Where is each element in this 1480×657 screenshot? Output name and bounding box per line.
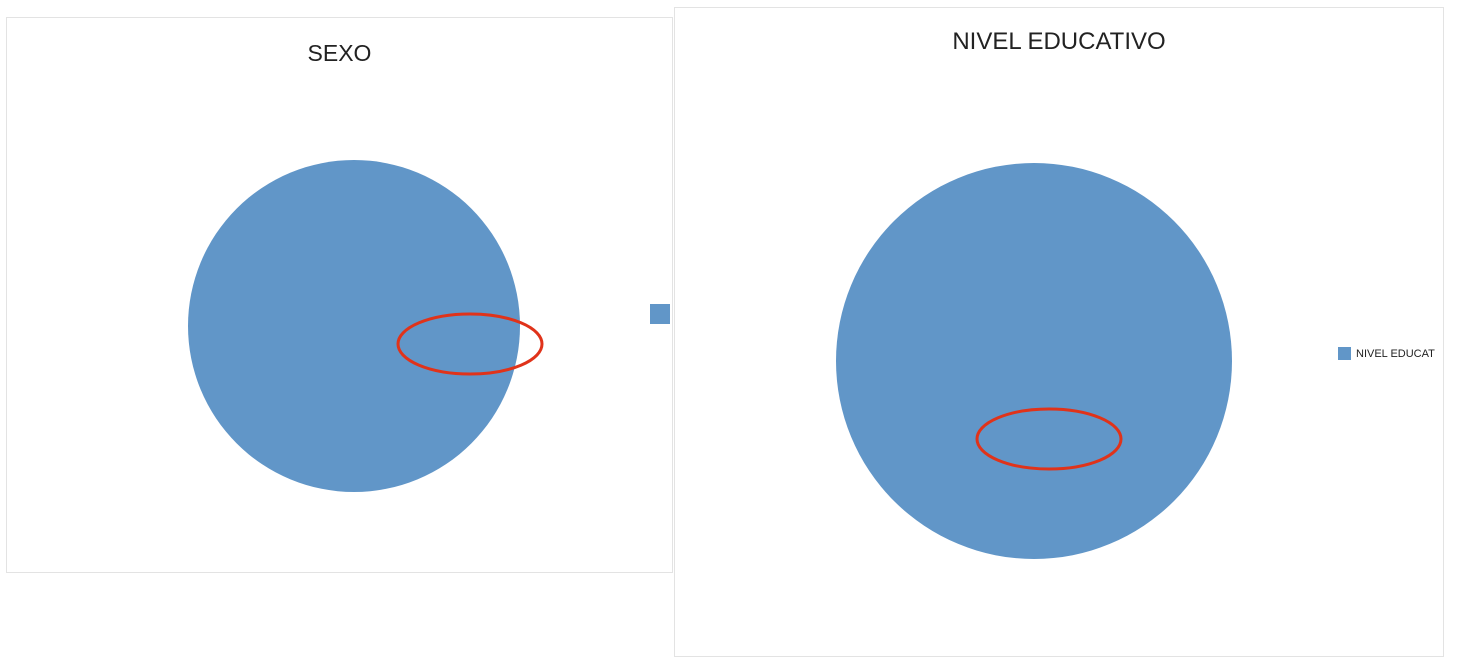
legend-swatch <box>1338 347 1351 360</box>
pie-plot <box>836 163 1232 559</box>
chart-nivel-educativo: NIVEL EDUCATIVO NIVEL EDUCAT <box>674 7 1444 657</box>
chart-sexo: SEXO <box>6 17 673 573</box>
highlight-ellipse <box>396 312 544 376</box>
chart-title: SEXO <box>307 40 372 66</box>
highlight-ellipse <box>975 407 1123 471</box>
pie-plot <box>188 160 544 492</box>
legend-label: NIVEL EDUCAT <box>1356 347 1435 360</box>
legend <box>650 304 672 324</box>
legend: NIVEL EDUCAT <box>1338 347 1435 360</box>
pie-slice <box>188 160 520 492</box>
pie-slice <box>836 163 1232 559</box>
chart-title: NIVEL EDUCATIVO <box>952 28 1166 55</box>
legend-swatch <box>650 304 670 324</box>
